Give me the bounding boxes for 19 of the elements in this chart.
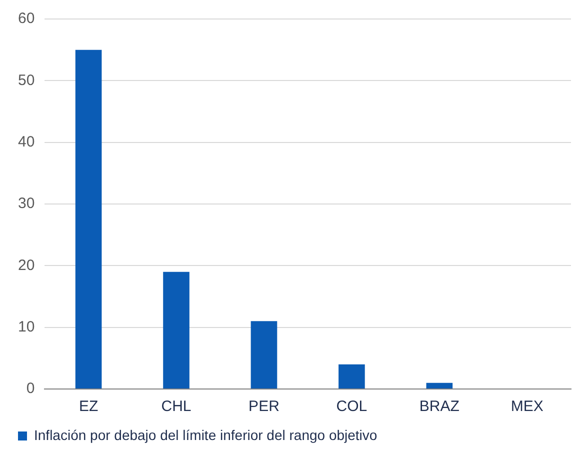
x-tick-label: BRAZ	[419, 398, 460, 416]
x-tick-label: COL	[336, 398, 368, 416]
y-tick-label: 20	[18, 256, 35, 274]
x-tick-label: PER	[248, 398, 280, 416]
y-tick-label: 0	[26, 380, 35, 398]
x-tick-label: CHL	[161, 398, 192, 416]
x-tick-label: EZ	[78, 398, 98, 416]
bar	[426, 382, 453, 388]
y-tick-label: 30	[18, 195, 35, 212]
y-tick-label: 60	[18, 10, 35, 28]
bar	[338, 364, 365, 388]
bar	[250, 321, 278, 388]
y-tick-label: 10	[18, 318, 35, 336]
bar	[163, 272, 190, 388]
legend-label: Inflación por debajo del límite inferior del rango objetivo	[34, 426, 378, 443]
bar	[75, 50, 102, 388]
y-tick-label: 50	[18, 72, 35, 89]
x-tick-label: MEX	[510, 398, 544, 416]
y-tick-label: 40	[18, 133, 35, 150]
